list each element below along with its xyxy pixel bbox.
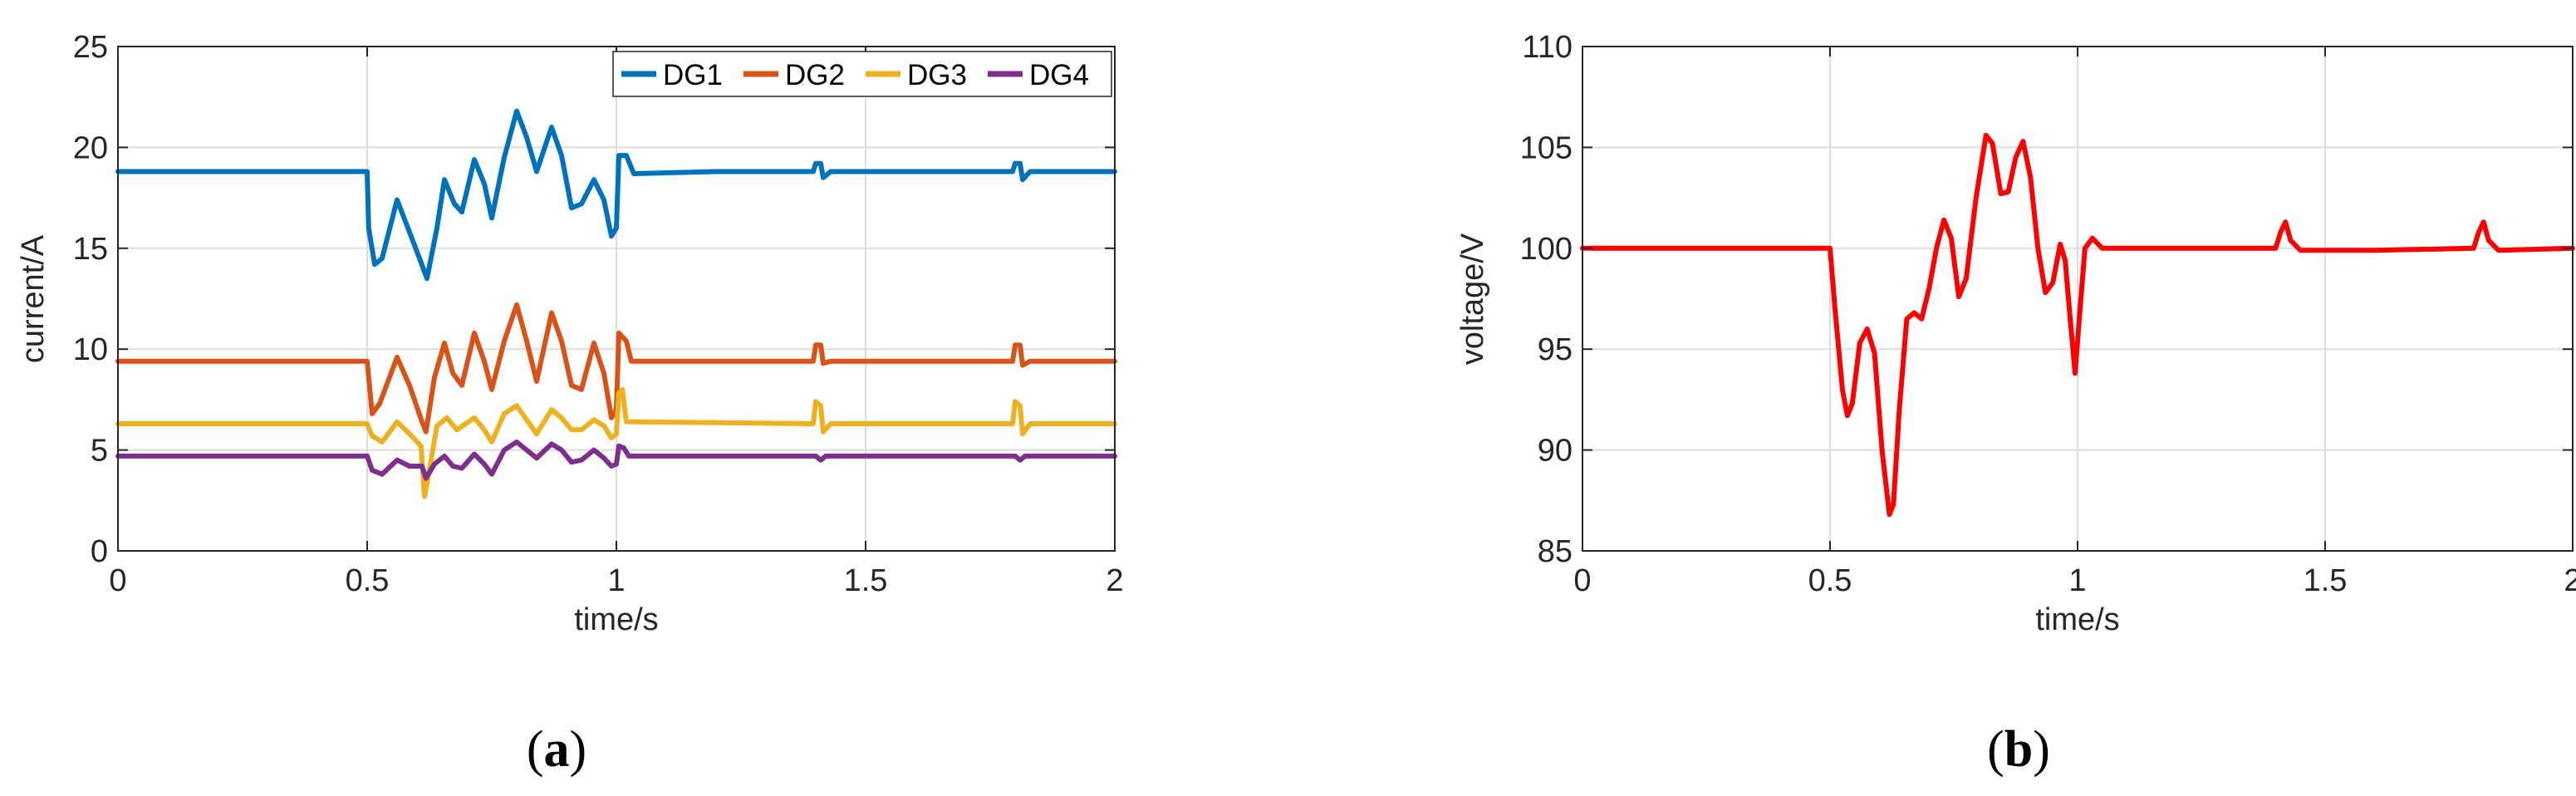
chart-panel-b: 0 0.5 1 1.5 2 85 90 95 100 105 110 time/s voltage/… xyxy=(1455,30,2576,778)
x-tick-label: 0 xyxy=(1573,563,1591,598)
legend-label-dg4: DG4 xyxy=(1029,59,1089,91)
legend-a: DG1 DG2 DG3 DG4 xyxy=(612,51,1112,97)
y-tick-label: 15 xyxy=(73,232,108,267)
y-tick-label: 0 xyxy=(91,534,108,569)
series-line-a-dg1 xyxy=(115,108,1117,282)
y-axis-label-a: current/A xyxy=(16,234,51,363)
x-tick-label: 1 xyxy=(607,563,625,598)
x-tick-label: 0 xyxy=(109,563,126,598)
y-tick-label: 10 xyxy=(73,332,108,367)
legend-entry-dg4: DG4 xyxy=(988,59,1089,91)
series-line-a-dg3 xyxy=(115,386,1117,499)
series-line-b-series-1 xyxy=(1580,132,2575,518)
legend-entry-dg3: DG3 xyxy=(866,59,967,91)
y-tick-label: 95 xyxy=(1538,332,1573,367)
x-axis-label-b: time/s xyxy=(2035,602,2119,637)
series-layer-a xyxy=(115,108,1117,499)
x-tick-label: 2 xyxy=(1106,563,1123,598)
y-tick-label: 85 xyxy=(1538,534,1573,569)
x-tick-label: 1.5 xyxy=(844,563,888,598)
x-tick-label: 1.5 xyxy=(2304,563,2348,598)
legend-box-a xyxy=(612,51,1112,97)
y-tick-label: 25 xyxy=(73,30,108,65)
y-axis-label-b: voltage/V xyxy=(1455,233,1490,365)
legend-entry-dg1: DG1 xyxy=(621,59,723,91)
legend-label-dg1: DG1 xyxy=(663,59,723,91)
legend-label-dg3: DG3 xyxy=(907,59,967,91)
y-tick-label: 110 xyxy=(1522,30,1573,65)
ticks-b: 0 0.5 1 1.5 2 85 90 95 100 105 110 xyxy=(1520,30,2576,598)
y-tick-label: 100 xyxy=(1520,232,1573,267)
y-tick-label: 90 xyxy=(1538,434,1573,469)
y-tick-label: 5 xyxy=(91,434,108,469)
series-line-a-dg2 xyxy=(115,302,1117,435)
x-tick-label: 0.5 xyxy=(346,563,390,598)
grid-a xyxy=(118,47,1115,551)
legend-label-dg2: DG2 xyxy=(785,59,845,91)
panel-caption-b: (b) xyxy=(1987,721,2050,778)
panel-caption-a: (a) xyxy=(527,721,586,778)
x-tick-label: 1 xyxy=(2068,563,2086,598)
x-tick-label: 0.5 xyxy=(1808,563,1852,598)
series-line-a-dg4 xyxy=(115,439,1117,481)
legend-entry-dg2: DG2 xyxy=(743,59,845,91)
y-tick-label: 20 xyxy=(73,130,108,165)
series-layer-b xyxy=(1580,132,2575,518)
x-axis-label-a: time/s xyxy=(574,602,658,637)
y-tick-label: 105 xyxy=(1520,130,1573,165)
x-tick-label: 2 xyxy=(2564,563,2576,598)
